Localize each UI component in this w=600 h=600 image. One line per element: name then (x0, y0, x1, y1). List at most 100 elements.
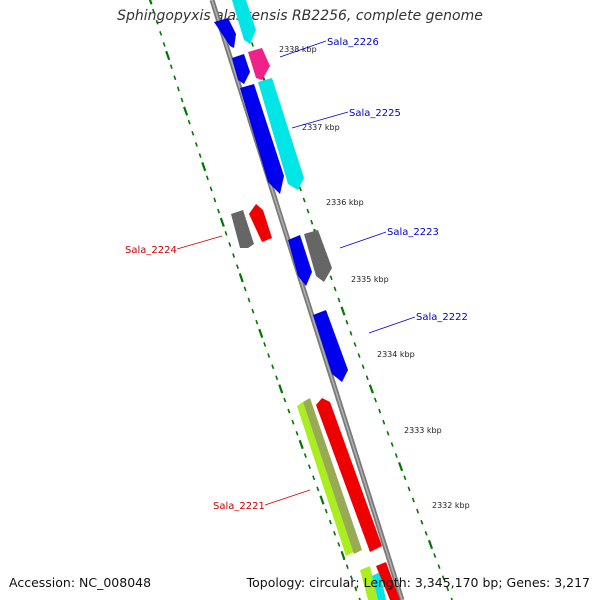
tick-mark (250, 42, 254, 47)
tick-mark (373, 397, 377, 403)
cds-arrow-cyan-2225[interactable] (258, 78, 304, 190)
tick-mark (345, 319, 349, 325)
tick-mark (365, 375, 369, 381)
tick-mark (159, 31, 163, 36)
gene-label-sala-2226[interactable]: Sala_2226 (327, 37, 379, 48)
cds-arrow-sala-2221[interactable] (316, 398, 382, 552)
tick-mark (224, 231, 228, 236)
tick-mark (162, 42, 166, 47)
tick-mark (238, 273, 244, 283)
tick-mark (329, 275, 333, 281)
scale-label: 2333 kbp (404, 426, 442, 435)
tick-mark (382, 419, 386, 425)
cds-arrow-sala-2223[interactable] (288, 235, 312, 286)
genome-summary: Topology: circular; Length: 3,345,170 bp… (246, 575, 590, 590)
tick-mark (306, 208, 310, 214)
tick-mark (310, 219, 314, 225)
tick-mark (152, 8, 156, 14)
cds-arrow-lime-bottom[interactable] (360, 566, 378, 600)
tick-mark (155, 19, 159, 25)
cds-arrow-cyan-top[interactable] (232, 0, 256, 44)
tick-mark (437, 564, 441, 569)
tick-mark (424, 531, 428, 536)
tick-mark (278, 384, 284, 394)
tick-mark (169, 64, 173, 69)
tick-mark (148, 0, 153, 5)
tick-mark (235, 264, 239, 269)
cds-arrow-sala-2222[interactable] (313, 310, 348, 382)
tick-mark (353, 342, 357, 347)
cds-arrow-sala-2224[interactable] (249, 204, 272, 242)
tick-mark (243, 286, 247, 292)
cds-arrow-magenta[interactable] (248, 48, 270, 80)
tick-mark (427, 539, 434, 550)
tick-mark (287, 408, 291, 414)
genome-backbone-highlight (211, 0, 403, 600)
tick-mark (316, 486, 320, 492)
tick-mark (411, 497, 415, 503)
tick-mark (209, 186, 213, 192)
leader-line (339, 231, 387, 249)
gene-label-sala-2222[interactable]: Sala_2222 (416, 312, 468, 323)
cds-arrow-sala-2226-b[interactable] (232, 54, 250, 84)
genome-title: Sphingopyxis alaskensis RB2256, complete… (117, 8, 483, 24)
tick-mark (213, 197, 217, 203)
tick-mark (337, 542, 341, 547)
cds-arrow-red-bottom[interactable] (376, 562, 400, 600)
tick-mark (198, 153, 202, 158)
tick-mark (217, 208, 221, 214)
tick-mark (312, 475, 316, 481)
gene-label-sala-2221[interactable]: Sala_2221 (213, 501, 265, 512)
leader-line (176, 235, 223, 250)
tick-mark (303, 453, 307, 458)
tick-mark (358, 597, 361, 600)
tick-mark (407, 486, 411, 492)
tick-mark (194, 142, 198, 147)
tick-marks (148, 0, 453, 600)
tick-mark (441, 575, 445, 581)
tick-mark (446, 586, 450, 592)
scale-label: 2332 kbp (432, 501, 470, 510)
cds-arrow-olive[interactable] (303, 398, 362, 554)
tick-mark (176, 86, 180, 92)
gene-label-sala-2224[interactable]: Sala_2224 (125, 245, 177, 256)
gene-label-sala-2223[interactable]: Sala_2223 (387, 227, 439, 238)
gene-label-sala-2225[interactable]: Sala_2225 (349, 108, 401, 119)
tick-mark (398, 462, 404, 472)
tick-mark (201, 162, 207, 172)
cds-arrow-sala-2226[interactable] (214, 18, 236, 48)
tick-mark (183, 106, 189, 116)
leader-line (368, 316, 416, 334)
tick-mark (349, 331, 353, 336)
tick-mark (283, 397, 287, 403)
scale-label: 2335 kbp (351, 275, 389, 284)
cds-arrow-gray-2223[interactable] (304, 230, 332, 282)
tick-mark (337, 297, 341, 303)
cds-arrow-cyan-bottom[interactable] (372, 572, 386, 600)
tick-mark (345, 564, 349, 569)
scale-label: 2337 kbp (302, 123, 340, 132)
tick-mark (263, 342, 267, 347)
leader-line (264, 489, 311, 506)
tick-mark (267, 353, 271, 358)
tick-mark (187, 119, 191, 125)
cds-arrow-sala-2225[interactable] (240, 84, 284, 194)
cds-arrow-lime[interactable] (297, 402, 354, 556)
tick-mark (307, 464, 311, 469)
cds-arrow-gray-2224[interactable] (231, 210, 254, 248)
tick-mark (298, 186, 302, 192)
tick-mark (219, 217, 225, 227)
tick-mark (251, 308, 255, 314)
tick-mark (173, 75, 177, 81)
tick-mark (232, 253, 236, 258)
tick-mark (403, 475, 407, 481)
tick-mark (258, 328, 264, 338)
tick-mark (319, 495, 325, 505)
tick-mark (205, 175, 209, 181)
accession-text: Accession: NC_008048 (9, 575, 152, 590)
tick-mark (302, 197, 306, 203)
tick-mark (386, 431, 390, 436)
tick-mark (350, 575, 354, 581)
leader-line (279, 40, 327, 58)
